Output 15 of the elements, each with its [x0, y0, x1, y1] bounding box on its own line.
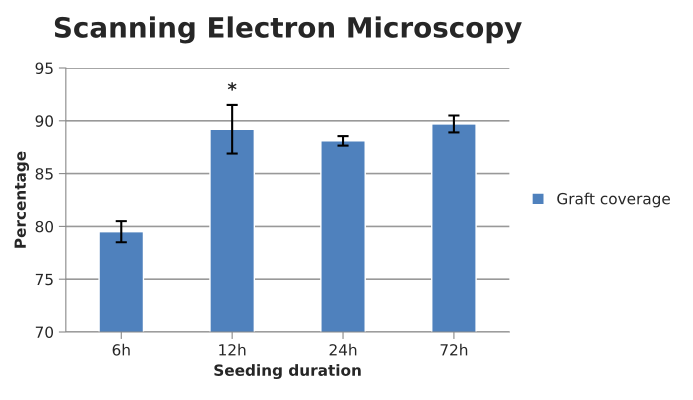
y-tick-label: 75 — [36, 274, 53, 286]
x-tick-label: 6h — [112, 344, 130, 356]
y-tick-label: 85 — [36, 168, 53, 180]
annotation: * — [228, 82, 237, 91]
y-tick-label: 80 — [36, 220, 54, 232]
chart-title: Scanning Electron Microscopy — [54, 16, 522, 44]
x-tick-label: 72h — [440, 344, 468, 356]
y-axis-title: Percentage — [14, 152, 30, 248]
y-tick-label: 95 — [36, 62, 53, 74]
x-axis-title: Seeding duration — [214, 364, 361, 380]
y-tick-label: 90 — [36, 115, 54, 127]
x-tick-label: 12h — [219, 344, 246, 356]
y-tick-label: 70 — [36, 326, 54, 338]
legend-label: Graft coverage — [557, 192, 670, 208]
x-tick-label: 24h — [330, 344, 356, 356]
